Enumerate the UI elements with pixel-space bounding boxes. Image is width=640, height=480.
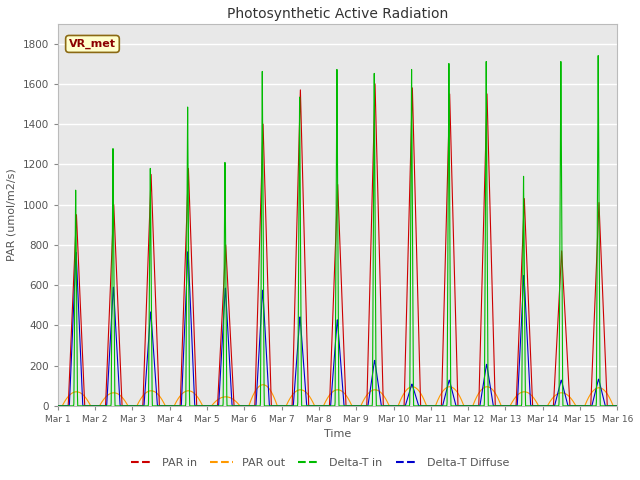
Legend: PAR in, PAR out, Delta-T in, Delta-T Diffuse: PAR in, PAR out, Delta-T in, Delta-T Dif…	[126, 453, 514, 472]
X-axis label: Time: Time	[324, 430, 351, 440]
Title: Photosynthetic Active Radiation: Photosynthetic Active Radiation	[227, 7, 448, 21]
Y-axis label: PAR (umol/m2/s): PAR (umol/m2/s)	[7, 168, 17, 261]
Text: VR_met: VR_met	[69, 39, 116, 49]
